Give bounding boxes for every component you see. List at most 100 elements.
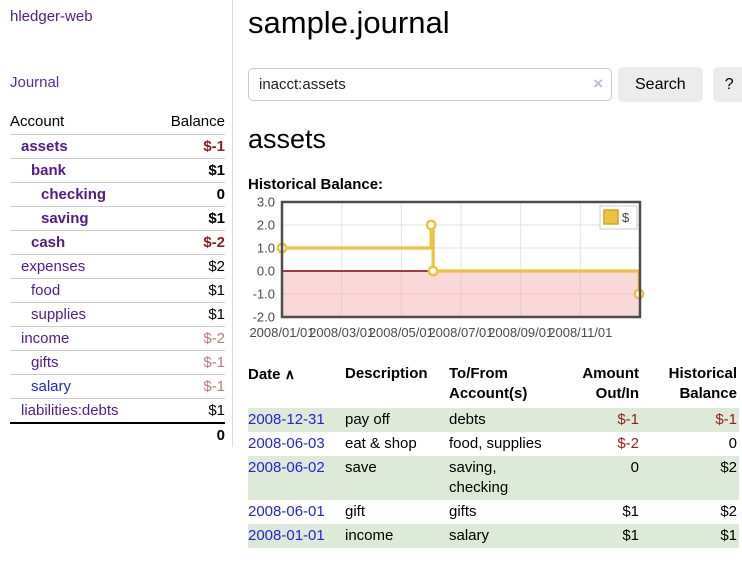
account-row: checking 0 — [10, 182, 225, 207]
account-link-cash[interactable]: cash — [31, 234, 66, 251]
account-link-bank[interactable]: bank — [31, 162, 67, 179]
account-row: liabilities:debts $1 — [10, 398, 225, 424]
svg-text:-1.0: -1.0 — [253, 287, 275, 302]
transaction-tofrom: saving, checking — [449, 459, 509, 496]
account-balance: $1 — [208, 402, 225, 419]
account-balance: $2 — [208, 258, 225, 275]
brand-link[interactable]: hledger-web — [10, 8, 93, 25]
account-row: gifts $-1 — [10, 350, 225, 375]
account-link-income[interactable]: income — [21, 330, 70, 347]
accounts-header-balance: Balance — [170, 113, 225, 130]
svg-text:3.0: 3.0 — [257, 195, 275, 210]
accounts-total-row: 0 — [10, 423, 225, 447]
help-button[interactable]: ? — [712, 67, 742, 102]
account-link-liabilities-debts[interactable]: liabilities:debts — [21, 402, 119, 419]
account-row: saving $1 — [10, 206, 225, 231]
svg-text:2008/03/01: 2008/03/01 — [309, 325, 374, 340]
account-row: food $1 — [10, 278, 225, 303]
sidebar-item-journal[interactable]: Journal — [10, 74, 60, 91]
account-row: salary $-1 — [10, 374, 225, 399]
register-header-tofrom: To/From Account(s) — [449, 365, 528, 402]
account-balance: $1 — [208, 282, 225, 299]
transaction-historical: 0 — [728, 435, 737, 452]
account-link-saving[interactable]: saving — [41, 210, 89, 227]
account-link-gifts[interactable]: gifts — [31, 354, 59, 371]
account-balance: $-2 — [203, 234, 225, 251]
transaction-date-link[interactable]: 2008-06-01 — [248, 503, 325, 520]
accounts-table: Account Balance assets $-1 bank $1 check… — [10, 110, 225, 447]
account-balance: $1 — [208, 162, 225, 179]
register-header-date[interactable]: Date ∧ — [248, 362, 345, 408]
svg-text:2008/05/01: 2008/05/01 — [369, 325, 434, 340]
account-row: cash $-2 — [10, 230, 225, 255]
account-link-food[interactable]: food — [31, 282, 61, 299]
sidebar: hledger-web Journal Account Balance asse… — [0, 0, 233, 447]
svg-text:$: $ — [622, 210, 630, 225]
account-link-checking[interactable]: checking — [41, 186, 107, 203]
transaction-description: gift — [345, 503, 366, 520]
transaction-date-link[interactable]: 2008-06-02 — [248, 459, 325, 476]
transaction-amount: $-1 — [617, 411, 639, 428]
transaction-description: pay off — [345, 411, 390, 428]
transaction-date-link[interactable]: 2008-01-01 — [248, 527, 325, 544]
transaction-historical: $2 — [720, 503, 737, 520]
register-header-amount: Amount Out/In — [582, 365, 639, 402]
account-balance: $-2 — [203, 330, 225, 347]
table-row: 2008-06-02 save saving, checking 0 $2 — [248, 456, 739, 500]
account-balance: $-1 — [203, 378, 225, 395]
clear-search-icon[interactable]: × — [593, 74, 603, 93]
account-row: expenses $2 — [10, 254, 225, 279]
search-button[interactable]: Search — [618, 67, 703, 102]
transaction-date-link[interactable]: 2008-06-03 — [248, 435, 325, 452]
account-balance: $1 — [208, 210, 225, 227]
register-header-historical: Historical Balance — [668, 365, 737, 402]
account-row: supplies $1 — [10, 302, 225, 327]
page-title: sample.journal — [248, 5, 450, 40]
svg-text:1.0: 1.0 — [257, 241, 275, 256]
transaction-amount: $-2 — [617, 435, 639, 452]
transaction-tofrom: gifts — [449, 503, 477, 520]
search-input[interactable] — [248, 68, 612, 101]
account-balance: $-1 — [203, 354, 225, 371]
transaction-amount: 0 — [630, 459, 639, 476]
svg-text:-2.0: -2.0 — [253, 310, 275, 325]
transaction-date-link[interactable]: 2008-12-31 — [248, 411, 325, 428]
date-header-label: Date — [248, 366, 281, 383]
register-table: Date ∧ Description To/From Account(s) Am… — [248, 362, 739, 548]
account-row: assets $-1 — [10, 134, 225, 159]
chart-label: Historical Balance: — [248, 176, 384, 193]
transaction-historical: $1 — [720, 527, 737, 544]
account-balance: $1 — [208, 306, 225, 323]
accounts-total-value: 0 — [216, 427, 225, 444]
transaction-description: income — [345, 527, 394, 544]
transaction-tofrom: salary — [449, 527, 490, 544]
table-row: 2008-06-03 eat & shop food, supplies $-2… — [248, 432, 739, 456]
account-balance: $-1 — [203, 138, 225, 155]
account-title: assets — [248, 124, 327, 154]
account-row: bank $1 — [10, 158, 225, 183]
transaction-historical: $-1 — [715, 411, 737, 428]
svg-text:0.0: 0.0 — [257, 264, 275, 279]
transaction-amount: $1 — [622, 527, 639, 544]
sort-ascending-icon: ∧ — [284, 366, 295, 382]
account-link-supplies[interactable]: supplies — [31, 306, 87, 323]
svg-text:2008/09/01: 2008/09/01 — [488, 325, 553, 340]
historical-balance-chart: 3.0 2.0 1.0 0.0 -1.0 -2.0 $2008/01/01 2008/03/0… — [248, 195, 742, 347]
account-row: income $-2 — [10, 326, 225, 351]
table-row: 2008-12-31 pay off debts $-1 $-1 — [248, 408, 739, 432]
transaction-tofrom: food, supplies — [449, 435, 542, 452]
account-balance: 0 — [216, 186, 225, 203]
table-row: 2008-06-01 gift gifts $1 $2 — [248, 500, 739, 524]
transaction-description: eat & shop — [345, 435, 417, 452]
transaction-amount: $1 — [622, 503, 639, 520]
table-row: 2008-01-01 income salary $1 $1 — [248, 524, 739, 548]
transaction-description: save — [345, 459, 377, 476]
account-link-salary[interactable]: salary — [31, 378, 72, 395]
search-form: × Search ? — [248, 67, 742, 102]
accounts-header-account: Account — [10, 113, 65, 130]
app-layout: hledger-web Journal Account Balance asse… — [0, 0, 742, 548]
account-link-assets[interactable]: assets — [21, 138, 68, 155]
account-link-expenses[interactable]: expenses — [21, 258, 86, 275]
svg-text:2008/01/01: 2008/01/01 — [249, 325, 314, 340]
transaction-historical: $2 — [720, 459, 737, 476]
